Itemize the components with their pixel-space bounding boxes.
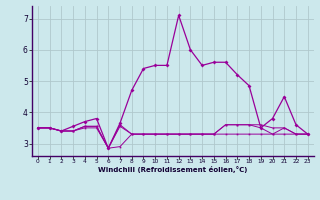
X-axis label: Windchill (Refroidissement éolien,°C): Windchill (Refroidissement éolien,°C)	[98, 166, 247, 173]
